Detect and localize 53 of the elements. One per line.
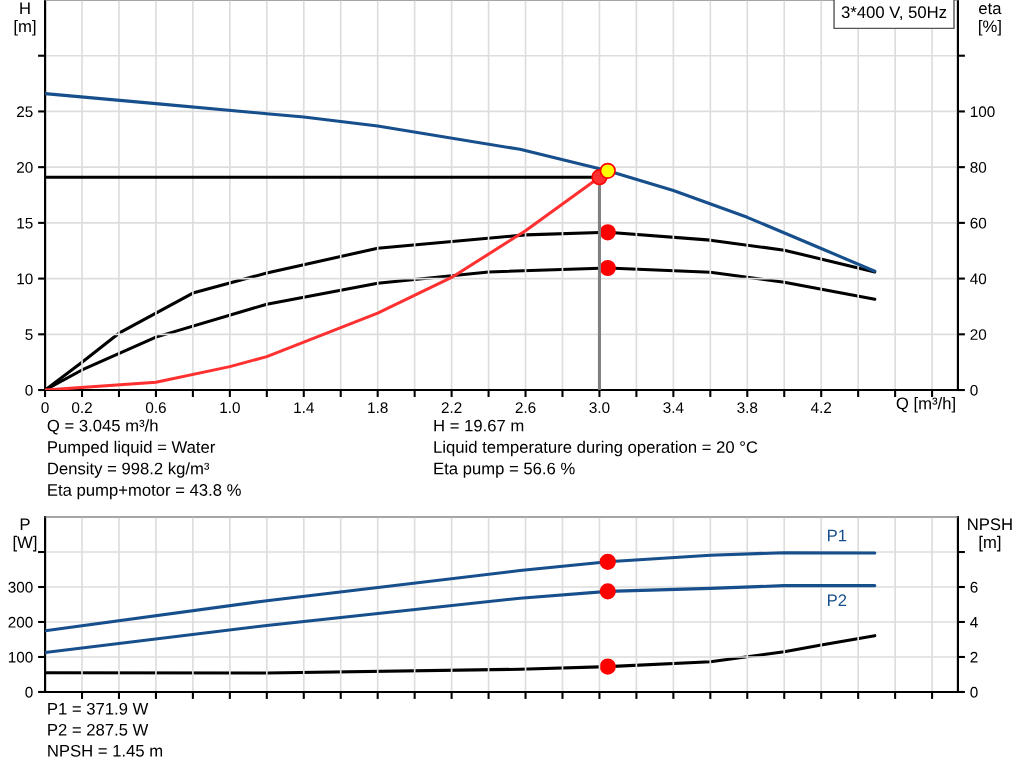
text: Density = 998.2 kg/m³	[48, 462, 210, 478]
text: Q = 3.045 m³/h	[47, 419, 158, 435]
series-label: P2	[828, 594, 847, 607]
x-tick-label: 0.2	[71, 402, 92, 414]
y2-tick-label: 0	[970, 384, 978, 396]
y-tick-label: 20	[17, 162, 33, 173]
text: P1 = 371.9 W	[48, 702, 149, 715]
y2-tick-label: 80	[970, 162, 987, 173]
text: H = 19.67 m	[434, 419, 524, 432]
x-tick-label: 3.8	[737, 402, 758, 414]
x-tick-label: 3.4	[663, 402, 684, 414]
y2-tick-label: 20	[970, 329, 987, 340]
y-tick-label: 0	[25, 384, 33, 396]
y-tick-label: 0	[25, 686, 33, 698]
y-tick-label: 100	[8, 651, 33, 663]
y-tick-label: 10	[17, 273, 33, 285]
y2-tick-label: 60	[970, 217, 987, 229]
x-tick-label: 0.6	[145, 402, 166, 414]
x-tick-label: 3.0	[589, 402, 610, 414]
y-tick-label: 300	[8, 581, 33, 593]
y2-axis-title: eta [%]	[979, 3, 1002, 36]
x-tick-label: 1.8	[368, 402, 388, 414]
x-tick-label: 0	[41, 402, 49, 414]
y2-tick-label: 2	[970, 651, 978, 663]
annotation: 3*400 V, 50Hz	[841, 6, 947, 21]
y-tick-label: 5	[25, 329, 33, 340]
y-tick-label: 25	[17, 106, 33, 118]
text: Pumped liquid = Water	[48, 440, 216, 457]
x-tick-label: 1.0	[220, 402, 240, 414]
text: P2 = 287.5 W	[48, 723, 149, 736]
y-tick-label: 200	[8, 616, 33, 628]
text: Eta pump = 56.6 %	[434, 462, 575, 478]
text: Liquid temperature during operation = 20 °C	[434, 440, 758, 457]
text: Eta pump+motor = 43.8 %	[48, 484, 241, 500]
y2-tick-label: 0	[970, 686, 978, 698]
y-axis-title: H [m]	[14, 2, 36, 36]
y-axis-title: P [W]	[13, 518, 37, 552]
y2-tick-label: 40	[970, 273, 987, 285]
y-tick-label: 15	[17, 217, 33, 229]
text: NPSH = 1.45 m	[48, 744, 163, 757]
y2-tick-label: 6	[970, 581, 978, 593]
series-label: P1	[828, 529, 847, 542]
y2-tick-label: 100	[970, 106, 995, 118]
y2-axis-title: NPSH [m]	[968, 518, 1012, 552]
y2-tick-label: 4	[970, 617, 978, 628]
line-series	[45, 551, 877, 633]
x-axis-title: Q [m³/h]	[896, 397, 955, 413]
x-tick-label: 1.4	[294, 402, 314, 413]
line-series	[45, 584, 877, 654]
x-tick-label: 2.2	[441, 402, 462, 413]
line-series	[45, 92, 877, 273]
x-tick-label: 2.6	[515, 402, 536, 414]
x-tick-label: 4.2	[810, 402, 832, 413]
